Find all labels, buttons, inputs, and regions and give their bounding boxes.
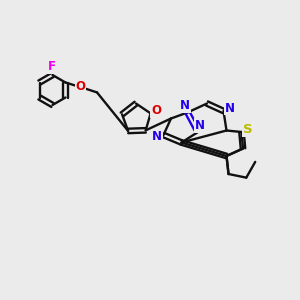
Text: N: N: [224, 101, 235, 115]
Text: S: S: [243, 123, 253, 136]
Text: N: N: [180, 99, 190, 112]
Text: O: O: [151, 104, 161, 118]
Text: N: N: [152, 130, 162, 143]
Text: N: N: [194, 119, 205, 132]
Text: O: O: [76, 80, 85, 94]
Text: F: F: [48, 60, 56, 73]
